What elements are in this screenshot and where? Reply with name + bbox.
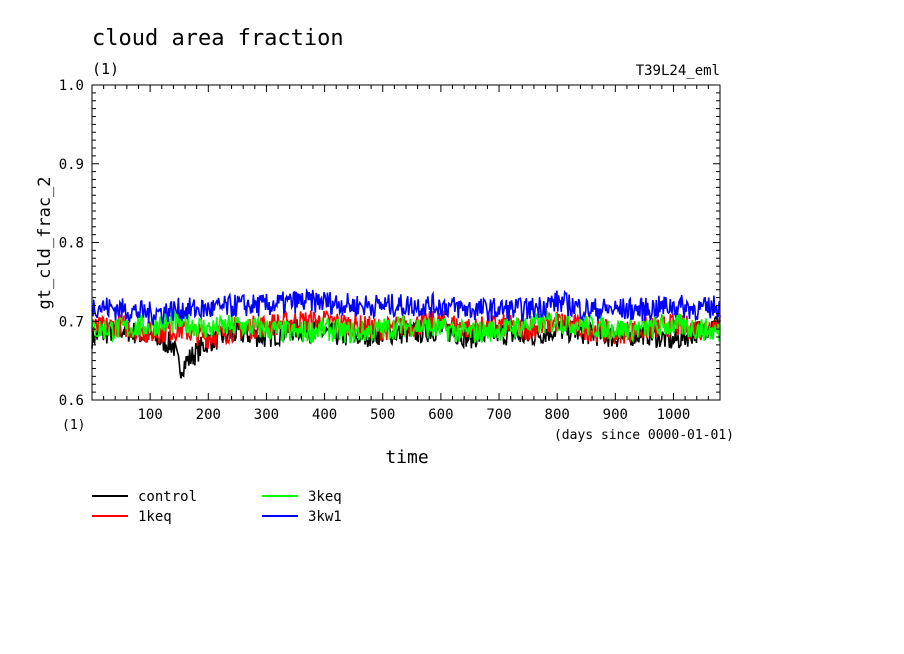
series-line-3kw1 — [91, 287, 721, 326]
x-tick-label: 900 — [603, 407, 628, 423]
plot-area: 100 200 300 400 500 600 700 800 900 1000 0.6 0.7 0.8… — [59, 78, 721, 423]
y-unit-label: (1) — [62, 418, 85, 433]
chart-title: cloud area fraction — [92, 26, 344, 51]
legend-label-3kw1: 3kw1 — [308, 509, 342, 525]
x-unit-label: (days since 0000-01-01) — [554, 428, 734, 443]
x-tick-label: 200 — [196, 407, 221, 423]
y-axis-label: gt_cld_frac_2 — [35, 176, 55, 309]
legend-label-3keq: 3keq — [308, 489, 342, 505]
x-tick-label: 1000 — [657, 407, 691, 423]
legend-label-control: control — [138, 489, 197, 505]
x-tick-label: 300 — [254, 407, 279, 423]
x-tick-label: 800 — [545, 407, 570, 423]
series-line-3keq — [91, 310, 721, 346]
chart-subtitle: (1) — [92, 60, 119, 78]
y-tick-label: 0.7 — [59, 314, 84, 330]
y-tick-label: 0.8 — [59, 236, 84, 252]
x-tick-label: 700 — [486, 407, 511, 423]
plot-frame — [91, 84, 721, 401]
run-label: T39L24_eml — [636, 63, 720, 79]
x-axis-label: time — [385, 447, 428, 468]
x-tick-label: 600 — [428, 407, 453, 423]
x-tick-label: 100 — [137, 407, 162, 423]
y-tick-label: 0.9 — [59, 157, 84, 173]
legend: control 1keq 3keq 3kw1 — [92, 489, 342, 525]
y-tick-label: 1.0 — [59, 78, 84, 94]
x-tick-label: 400 — [312, 407, 337, 423]
x-tick-label: 500 — [370, 407, 395, 423]
y-tick-label: 0.6 — [59, 393, 84, 409]
legend-label-1keq: 1keq — [138, 509, 172, 525]
